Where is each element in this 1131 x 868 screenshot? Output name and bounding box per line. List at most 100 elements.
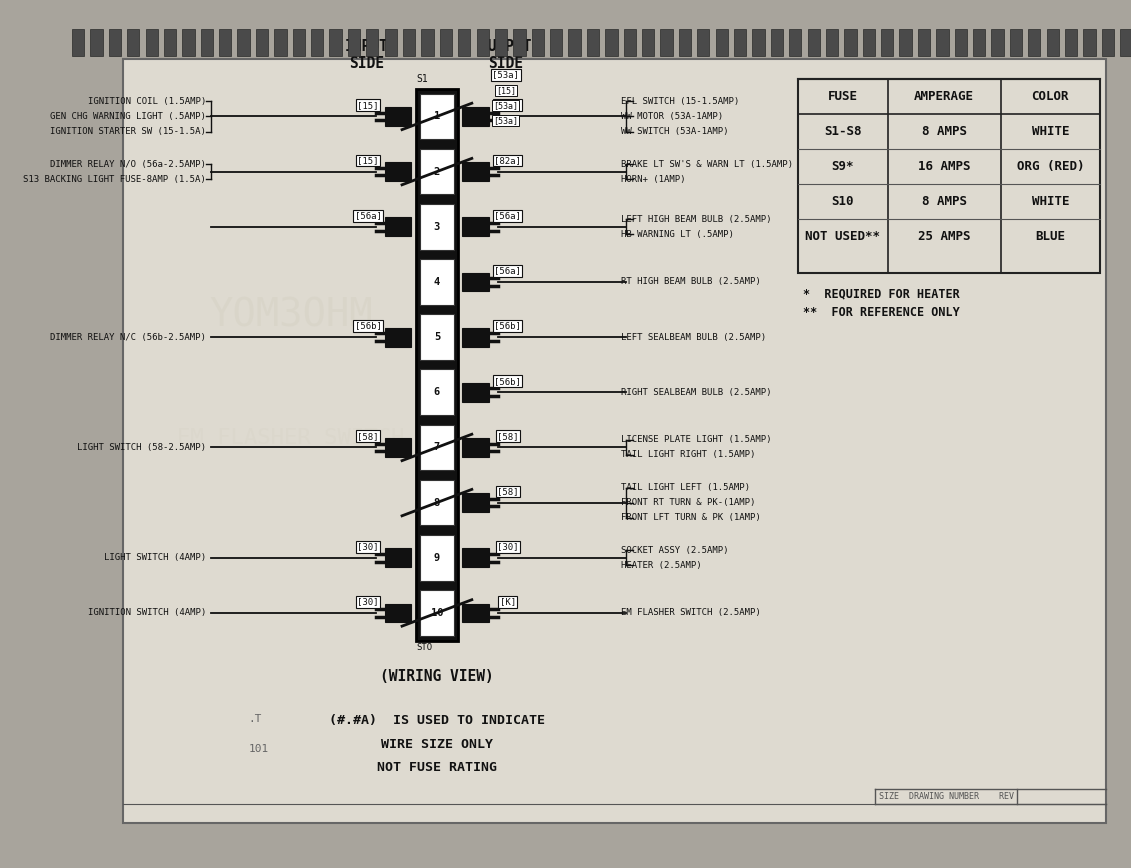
Bar — [845, 30, 856, 56]
Bar — [463, 162, 489, 181]
Text: SIDE: SIDE — [348, 56, 383, 71]
Text: [30]: [30] — [357, 542, 379, 551]
Bar — [420, 590, 454, 636]
Bar — [476, 30, 489, 56]
Bar — [808, 30, 820, 56]
Bar — [90, 30, 103, 56]
Bar — [770, 30, 783, 56]
Bar — [899, 30, 912, 56]
Bar — [623, 30, 636, 56]
Text: [53a]: [53a] — [493, 116, 518, 125]
Text: INPUT: INPUT — [344, 39, 388, 54]
Bar — [420, 314, 454, 360]
Text: [58]: [58] — [497, 487, 518, 496]
Text: [53a]: [53a] — [493, 101, 518, 110]
Text: SIDE: SIDE — [489, 56, 524, 71]
Text: [53a]: [53a] — [494, 101, 521, 110]
Text: S9*: S9* — [831, 161, 854, 173]
Text: RIGHT SEALBEAM BULB (2.5AMP): RIGHT SEALBEAM BULB (2.5AMP) — [621, 388, 771, 397]
Text: BRAKE LT SW'S & WARN LT (1.5AMP): BRAKE LT SW'S & WARN LT (1.5AMP) — [621, 160, 793, 168]
Text: FUSE: FUSE — [828, 90, 858, 103]
Text: EM FLASHER SWITCH: EM FLASHER SWITCH — [178, 428, 405, 448]
Text: IGNITION COIL (1.5AMP): IGNITION COIL (1.5AMP) — [87, 97, 206, 106]
Text: WIRE SIZE ONLY: WIRE SIZE ONLY — [381, 738, 493, 751]
Bar — [642, 30, 655, 56]
Text: 10: 10 — [431, 608, 443, 618]
Text: IGNITION STARTER SW (15-1.5A): IGNITION STARTER SW (15-1.5A) — [50, 127, 206, 136]
Text: 8 AMPS: 8 AMPS — [922, 125, 967, 138]
Bar — [311, 30, 323, 56]
Bar — [463, 383, 489, 402]
Bar — [385, 30, 397, 56]
Text: LEFT SEALBEAM BULB (2.5AMP): LEFT SEALBEAM BULB (2.5AMP) — [621, 332, 766, 342]
Bar — [1065, 30, 1077, 56]
Bar — [366, 30, 379, 56]
Text: 25 AMPS: 25 AMPS — [918, 230, 970, 243]
Bar — [463, 549, 489, 567]
Text: OUTPUT: OUTPUT — [480, 39, 532, 54]
Text: [53a]: [53a] — [492, 70, 519, 80]
Bar — [463, 217, 489, 236]
Bar — [422, 30, 433, 56]
Text: 4: 4 — [434, 277, 440, 287]
Text: [15]: [15] — [357, 156, 379, 165]
Bar — [716, 30, 728, 56]
Text: NOT USED**: NOT USED** — [805, 230, 880, 243]
Bar — [463, 603, 489, 622]
Text: YOM3OHM: YOM3OHM — [209, 296, 372, 334]
Bar — [420, 204, 454, 250]
Bar — [463, 273, 489, 292]
Bar — [403, 30, 415, 56]
Bar — [918, 30, 930, 56]
Text: [56b]: [56b] — [355, 321, 381, 331]
Bar — [1120, 30, 1131, 56]
Bar — [513, 30, 526, 56]
Bar — [463, 493, 489, 512]
Bar — [752, 30, 765, 56]
Bar — [458, 30, 470, 56]
Text: NOT FUSE RATING: NOT FUSE RATING — [377, 761, 497, 774]
Bar — [72, 30, 84, 56]
Bar — [936, 30, 949, 56]
Bar — [532, 30, 544, 56]
Text: [56b]: [56b] — [494, 377, 521, 385]
Text: HB WARNING LT (.5AMP): HB WARNING LT (.5AMP) — [621, 230, 734, 239]
Bar — [420, 480, 454, 525]
Text: LIGHT SWITCH (58-2.5AMP): LIGHT SWITCH (58-2.5AMP) — [77, 443, 206, 452]
Text: GEN CHG WARNING LIGHT (.5AMP): GEN CHG WARNING LIGHT (.5AMP) — [50, 112, 206, 121]
Bar — [605, 30, 618, 56]
Bar — [734, 30, 746, 56]
Bar — [881, 30, 893, 56]
Text: LICENSE PLATE LIGHT (1.5AMP): LICENSE PLATE LIGHT (1.5AMP) — [621, 436, 771, 444]
Bar — [420, 370, 454, 415]
Text: WHITE: WHITE — [1031, 195, 1069, 208]
Text: [15]: [15] — [495, 86, 516, 95]
Text: 16 AMPS: 16 AMPS — [918, 161, 970, 173]
Text: 7: 7 — [434, 443, 440, 452]
Text: [56a]: [56a] — [355, 211, 381, 220]
Bar — [955, 30, 967, 56]
Bar — [798, 79, 1099, 273]
Bar — [385, 438, 412, 457]
Text: 6: 6 — [434, 387, 440, 398]
Text: WHITE: WHITE — [1031, 125, 1069, 138]
Text: HEATER (2.5AMP): HEATER (2.5AMP) — [621, 561, 701, 569]
Text: EM FLASHER SWITCH (2.5AMP): EM FLASHER SWITCH (2.5AMP) — [621, 608, 760, 617]
Bar — [826, 30, 838, 56]
Bar — [109, 30, 121, 56]
Bar — [550, 30, 562, 56]
Text: [K]: [K] — [500, 597, 516, 607]
Bar — [1028, 30, 1041, 56]
Bar — [1083, 30, 1096, 56]
Text: FRONT LFT TURN & PK (1AMP): FRONT LFT TURN & PK (1AMP) — [621, 513, 760, 523]
Text: 5: 5 — [434, 332, 440, 342]
Text: 8 AMPS: 8 AMPS — [922, 195, 967, 208]
Text: LEFT HIGH BEAM BULB (2.5AMP): LEFT HIGH BEAM BULB (2.5AMP) — [621, 214, 771, 224]
Bar — [569, 30, 580, 56]
Text: DIMMER RELAY N/O (56a-2.5AMP): DIMMER RELAY N/O (56a-2.5AMP) — [50, 160, 206, 168]
Bar — [463, 328, 489, 346]
Text: [58]: [58] — [357, 432, 379, 441]
Bar — [385, 162, 412, 181]
Text: DIMMER RELAY N/C (56b-2.5AMP): DIMMER RELAY N/C (56b-2.5AMP) — [50, 332, 206, 342]
Text: [56a]: [56a] — [494, 266, 521, 275]
